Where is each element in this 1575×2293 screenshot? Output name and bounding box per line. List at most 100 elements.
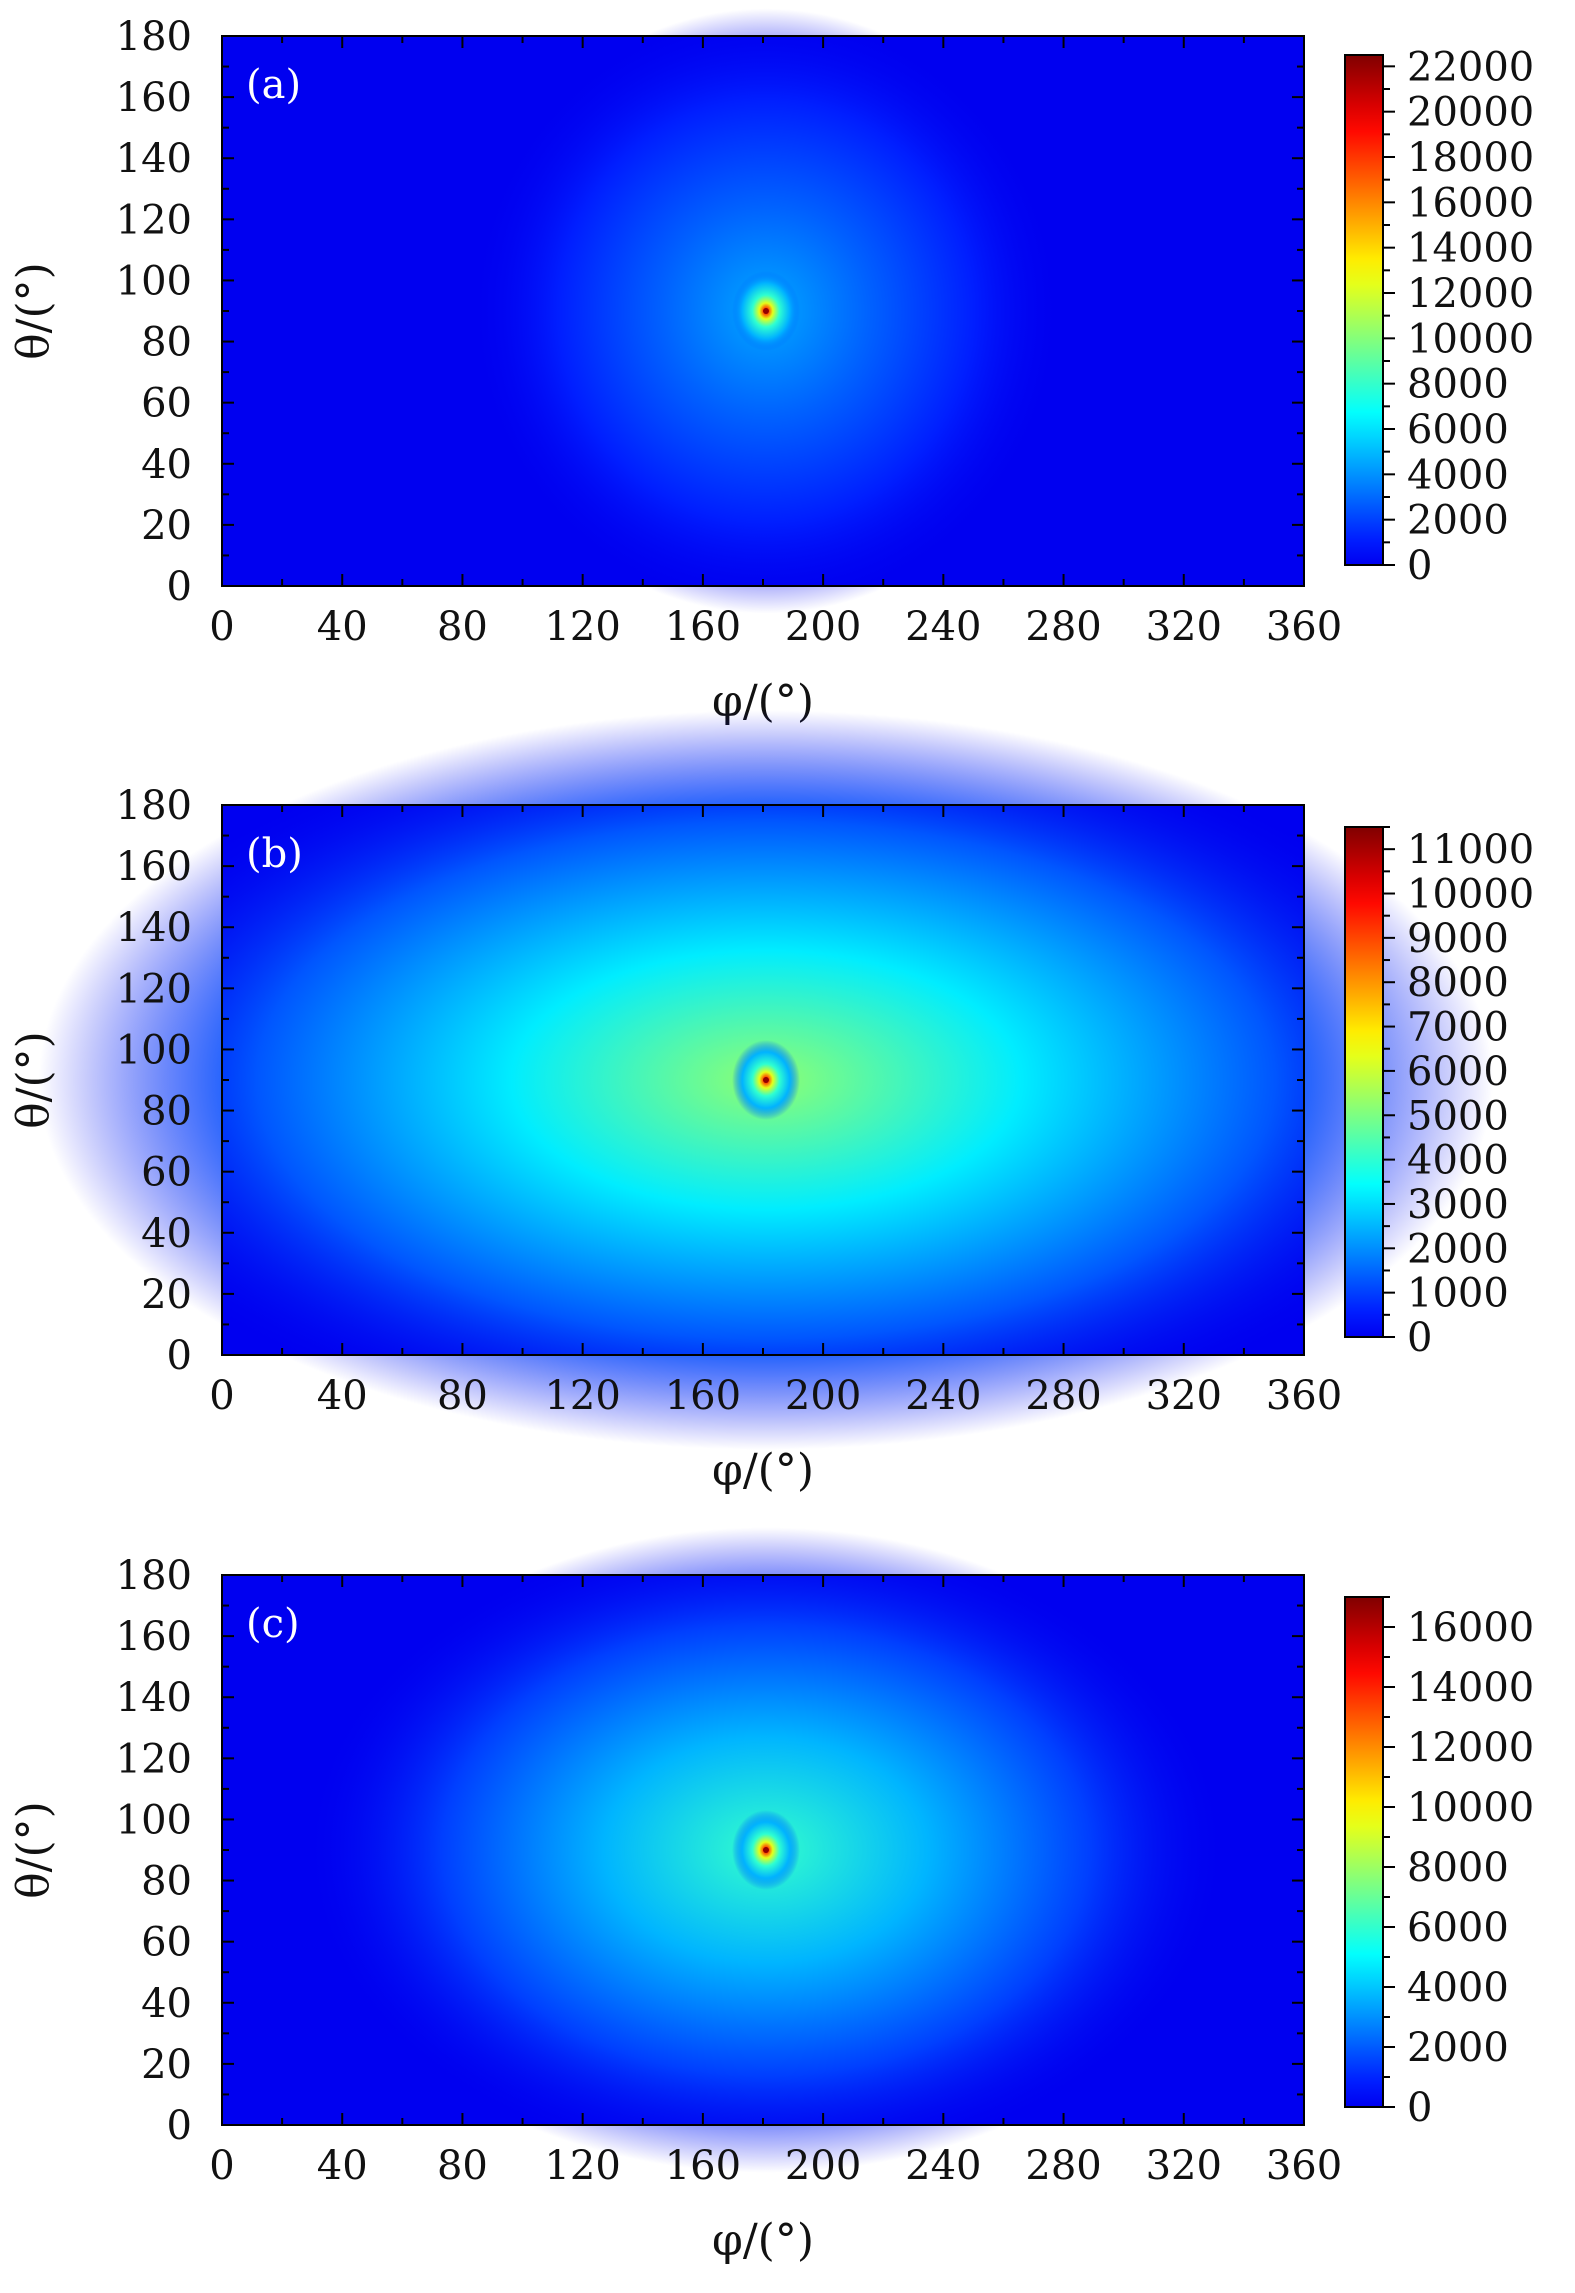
y-tick-label: 0: [167, 564, 192, 610]
x-axis-label: φ/(°): [712, 2215, 814, 2266]
colorbar-tick-label: 4000: [1407, 452, 1509, 498]
x-tick-label: 40: [317, 1373, 368, 1419]
x-tick-label: 360: [1266, 604, 1342, 650]
x-axis-label: φ/(°): [712, 1445, 814, 1496]
y-tick-label: 140: [116, 1675, 192, 1721]
y-tick-label: 20: [141, 2042, 192, 2088]
colorbar-tick-label: 0: [1407, 543, 1432, 589]
colorbar-tick-label: 8000: [1407, 960, 1509, 1006]
colorbar-tick-label: 8000: [1407, 362, 1509, 408]
colorbar-tick-label: 11000: [1407, 827, 1534, 873]
y-tick-label: 100: [116, 258, 192, 304]
colorbar: [1345, 1597, 1383, 2107]
colorbar-tick-label: 10000: [1407, 1785, 1534, 1831]
colorbar-tick-label: 10000: [1407, 872, 1534, 918]
colorbar-tick-label: 2000: [1407, 2025, 1509, 2071]
y-tick-label: 140: [116, 905, 192, 951]
x-tick-label: 240: [905, 1373, 981, 1419]
y-tick-label: 120: [116, 197, 192, 243]
chart-panel-a: 0 40 80 120 160 200 240 280 320 360 0 20 40 60 80 100 12…: [8, 8, 1534, 727]
colorbar-tick-label: 8000: [1407, 1845, 1509, 1891]
x-tick-label: 240: [905, 604, 981, 650]
colorbar-tick-label: 6000: [1407, 407, 1509, 453]
panel-label: (c): [246, 1601, 300, 1647]
colorbar-frame: [1344, 826, 1384, 1338]
x-tick-label: 160: [665, 604, 741, 650]
colorbar-tick-label: 0: [1407, 1315, 1432, 1361]
y-tick-label: 100: [116, 1797, 192, 1843]
y-tick-label: 180: [116, 783, 192, 829]
y-tick-label: 160: [116, 1614, 192, 1660]
x-tick-label: 280: [1025, 2143, 1101, 2189]
x-tick-label: 240: [905, 2143, 981, 2189]
y-tick-label: 80: [141, 320, 192, 366]
y-tick-label: 0: [167, 2103, 192, 2149]
colorbar-tick-label: 2000: [1407, 1226, 1509, 1272]
colorbar-tick-label: 9000: [1407, 916, 1509, 962]
x-tick-label: 40: [317, 2143, 368, 2189]
colorbar-tick-label: 1000: [1407, 1271, 1509, 1317]
y-tick-label: 160: [116, 844, 192, 890]
colorbar-tick-label: 12000: [1407, 271, 1534, 317]
x-tick-label: 120: [544, 1373, 620, 1419]
colorbar-tick-label: 0: [1407, 2085, 1432, 2131]
panel-label: (b): [246, 831, 303, 877]
y-tick-label: 60: [141, 1150, 192, 1196]
y-tick-label: 40: [141, 1211, 192, 1257]
y-tick-label: 100: [116, 1027, 192, 1073]
colorbar-tick-label: 6000: [1407, 1049, 1509, 1095]
colorbar-tick-label: 18000: [1407, 135, 1534, 181]
x-tick-label: 280: [1025, 1373, 1101, 1419]
colorbar-tick-label: 7000: [1407, 1005, 1509, 1051]
x-tick-label: 320: [1146, 1373, 1222, 1419]
x-tick-label: 320: [1146, 604, 1222, 650]
heatmap-peak: [763, 1077, 770, 1083]
y-tick-label: 60: [141, 381, 192, 427]
x-tick-label: 40: [317, 604, 368, 650]
colorbar-tick-label: 14000: [1407, 226, 1534, 272]
colorbar-tick-label: 10000: [1407, 316, 1534, 362]
colorbar-tick-label: 6000: [1407, 1905, 1509, 1951]
colorbar-tick-label: 16000: [1407, 180, 1534, 226]
y-tick-label: 0: [167, 1333, 192, 1379]
x-tick-label: 160: [665, 2143, 741, 2189]
x-tick-label: 320: [1146, 2143, 1222, 2189]
colorbar: [1345, 827, 1383, 1337]
y-tick-label: 180: [116, 14, 192, 60]
x-tick-label: 0: [209, 1373, 234, 1419]
colorbar-tick-label: 14000: [1407, 1665, 1534, 1711]
y-tick-label: 160: [116, 75, 192, 121]
x-tick-label: 0: [209, 604, 234, 650]
colorbar-tick-label: 4000: [1407, 1965, 1509, 2011]
colorbar-tick-label: 22000: [1407, 44, 1534, 90]
x-tick-label: 80: [437, 1373, 488, 1419]
y-tick-label: 80: [141, 1859, 192, 1905]
y-axis-label: θ/(°): [8, 1801, 59, 1899]
y-tick-label: 140: [116, 136, 192, 182]
y-tick-label: 180: [116, 1553, 192, 1599]
heatmap-peak: [763, 308, 770, 314]
chart-panel-b: 0 40 80 120 160 200 240 280 320 360 0 20 40 60 80 100 12…: [8, 710, 1534, 1496]
x-tick-label: 200: [785, 2143, 861, 2189]
y-tick-label: 60: [141, 1920, 192, 1966]
y-tick-label: 20: [141, 503, 192, 549]
colorbar-frame: [1344, 1596, 1384, 2108]
x-tick-label: 80: [437, 2143, 488, 2189]
colorbar-tick-label: 20000: [1407, 90, 1534, 136]
y-axis-label: θ/(°): [8, 1031, 59, 1129]
colorbar-tick-label: 4000: [1407, 1138, 1509, 1184]
x-tick-label: 200: [785, 1373, 861, 1419]
y-tick-label: 20: [141, 1272, 192, 1318]
x-tick-label: 80: [437, 604, 488, 650]
x-tick-label: 280: [1025, 604, 1101, 650]
colorbar: [1345, 55, 1383, 565]
heatmap-peak: [763, 1847, 770, 1853]
x-tick-label: 160: [665, 1373, 741, 1419]
colorbar-tick-label: 5000: [1407, 1093, 1509, 1139]
x-tick-label: 360: [1266, 1373, 1342, 1419]
x-tick-label: 120: [544, 604, 620, 650]
y-tick-label: 40: [141, 442, 192, 488]
x-tick-label: 360: [1266, 2143, 1342, 2189]
colorbar-tick-label: 16000: [1407, 1605, 1534, 1651]
